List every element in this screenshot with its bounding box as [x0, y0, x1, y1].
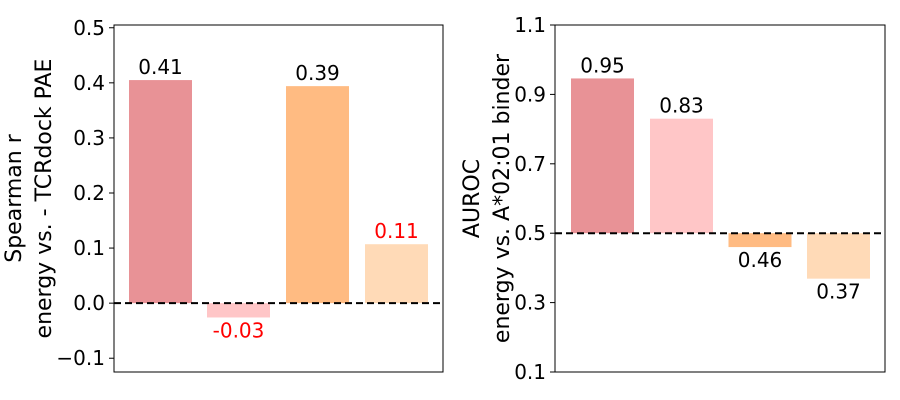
spearman-chart-panel: 0.41 -0.03 0.39 0.11 −0.1 0.0 0.1 0.2 0.3 0.4 0.5 S…: [2, 16, 444, 373]
y-axis-label: AUROC: [460, 159, 485, 238]
bar: [365, 244, 428, 304]
auroc-chart-panel: 0.95 0.83 0.46 0.37 0.1 0.3 0.5 0.7 0.9 1.1 AUROC e…: [460, 13, 886, 384]
y-axis-label: Spearman r: [2, 133, 27, 262]
bar: [286, 86, 349, 304]
bar: [807, 233, 870, 279]
y-tick-label: 0.5: [514, 221, 546, 245]
data-label: 0.39: [295, 61, 340, 85]
data-label: 0.83: [659, 94, 704, 118]
data-label: 0.37: [816, 280, 861, 304]
y-tick-label: 0.9: [514, 82, 546, 106]
y-tick-label: 0.1: [514, 360, 546, 384]
y-axis-label: energy vs. - TCRdock PAE: [32, 59, 57, 339]
y-tick-label: 0.0: [73, 291, 105, 315]
bar: [650, 118, 713, 234]
data-label: -0.03: [213, 318, 265, 342]
bar: [571, 78, 634, 234]
y-tick-label: −0.1: [56, 346, 105, 370]
data-label: 0.11: [374, 219, 419, 243]
bar: [207, 303, 270, 318]
y-tick-label: 1.1: [514, 13, 546, 37]
y-tick-label: 0.4: [73, 71, 105, 95]
y-tick-label: 0.2: [73, 181, 105, 205]
plot-frame: [113, 24, 444, 373]
y-tick-label: 0.5: [73, 16, 105, 40]
bar: [728, 233, 792, 248]
plot-frame: [554, 24, 886, 373]
y-tick-label: 0.3: [514, 291, 546, 315]
bar: [129, 80, 192, 304]
y-axis-label: energy vs. A*02:01 binder: [490, 53, 515, 343]
data-label: 0.41: [138, 55, 183, 79]
data-label: 0.95: [580, 53, 625, 77]
data-label: 0.46: [738, 248, 783, 272]
y-tick-label: 0.3: [73, 126, 105, 150]
y-tick-label: 0.1: [73, 236, 105, 260]
y-tick-label: 0.7: [514, 152, 546, 176]
